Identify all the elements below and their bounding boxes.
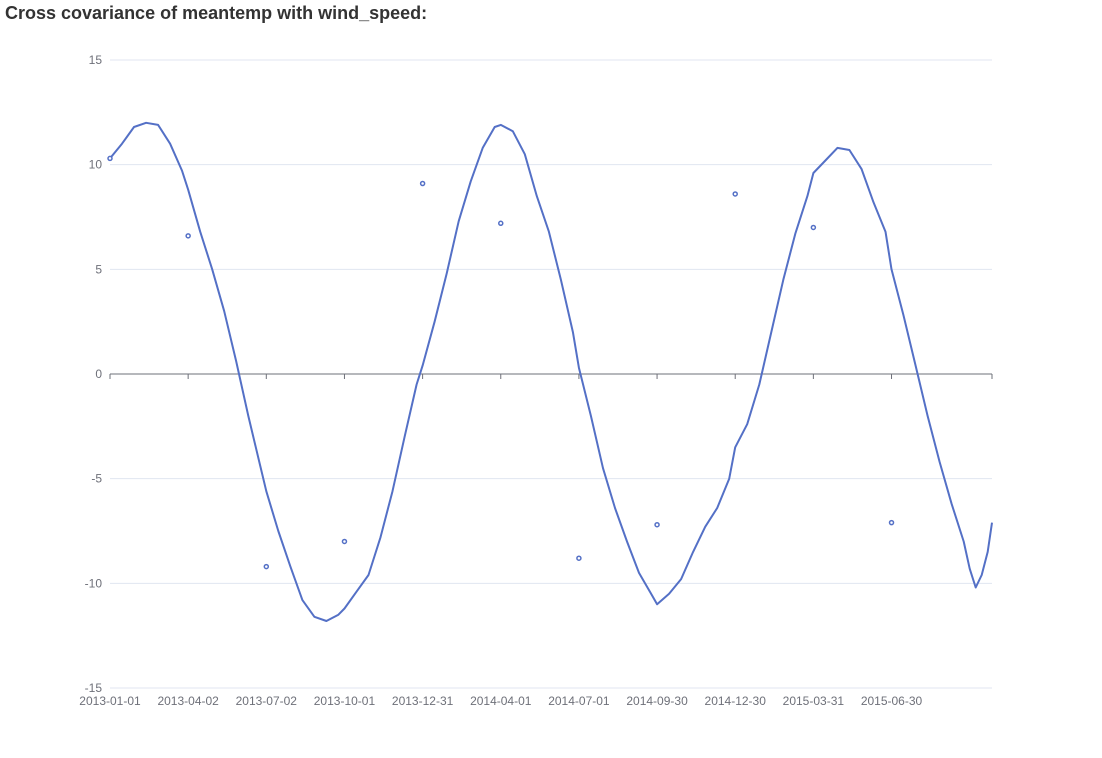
data-point[interactable] — [888, 519, 895, 526]
x-tick-label: 2014-07-01 — [548, 694, 610, 708]
data-point[interactable] — [576, 555, 582, 561]
series-layer — [107, 121, 993, 622]
y-tick-label: -10 — [85, 576, 103, 590]
y-gridlines — [110, 59, 992, 689]
data-point[interactable] — [185, 233, 191, 239]
data-point[interactable] — [107, 155, 113, 162]
y-tick-label: -5 — [91, 472, 102, 486]
x-tick-label: 2013-01-01 — [79, 694, 141, 708]
data-point[interactable] — [810, 224, 817, 231]
x-tick-label: 2013-07-02 — [236, 694, 298, 708]
data-point[interactable] — [498, 220, 504, 227]
x-tick-label: 2014-12-30 — [705, 694, 767, 708]
x-tick-label: 2013-12-31 — [392, 694, 454, 708]
x-tick-label: 2013-04-02 — [157, 694, 219, 708]
x-tick-label: 2014-04-01 — [470, 694, 532, 708]
data-point[interactable] — [654, 521, 660, 528]
x-tick-label: 2013-10-01 — [314, 694, 376, 708]
x-axis-labels: 2013-01-01 2013-04-02 2013-07-02 2013-10-01… — [79, 694, 922, 708]
y-tick-label: 0 — [95, 367, 102, 381]
x-tick-label: 2015-06-30 — [861, 694, 923, 708]
y-axis-labels: -15 -10 -5 0 5 10 15 — [85, 53, 103, 695]
x-axis — [109, 373, 993, 379]
y-tick-label: 5 — [95, 262, 102, 276]
y-tick-label: 10 — [89, 158, 103, 172]
x-tick-label: 2014-09-30 — [626, 694, 688, 708]
chart-title: Cross covariance of meantemp with wind_s… — [5, 3, 428, 23]
data-point[interactable] — [263, 563, 270, 570]
x-tick-label: 2015-03-31 — [783, 694, 845, 708]
y-tick-label: 15 — [89, 53, 103, 67]
y-tick-label: -15 — [85, 681, 103, 695]
data-point[interactable] — [341, 538, 348, 545]
data-point[interactable] — [419, 180, 426, 187]
data-point[interactable] — [732, 191, 738, 197]
series-line — [109, 121, 993, 622]
